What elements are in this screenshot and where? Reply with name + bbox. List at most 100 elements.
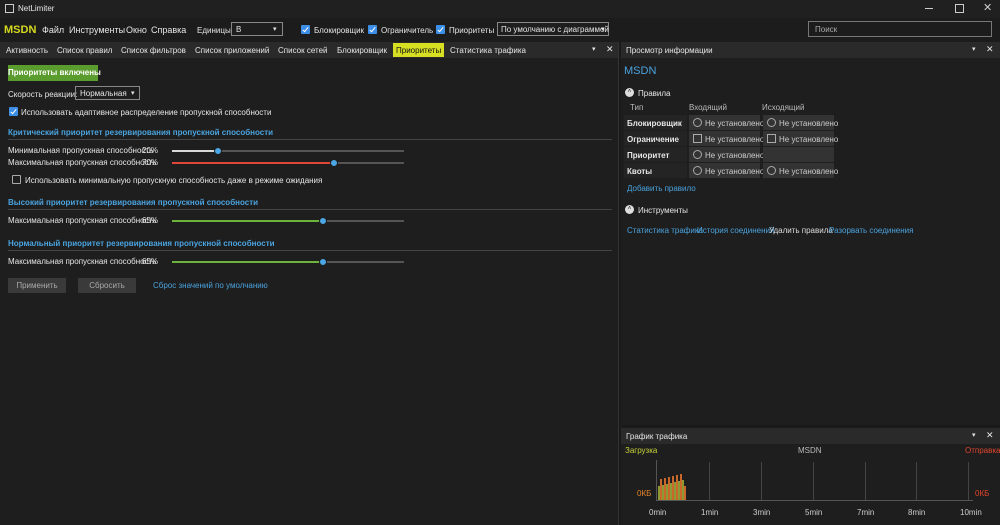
rule-cell-empty (763, 147, 834, 162)
tab[interactable]: Активность (6, 46, 49, 55)
section-heading: Правила (638, 89, 671, 98)
close-button[interactable]: ✕ (983, 2, 993, 14)
reaction-select[interactable]: Нормальная (75, 86, 140, 100)
traffic-spike (682, 480, 684, 500)
group-rule (8, 250, 612, 251)
toggle-checkbox[interactable] (436, 25, 445, 34)
slider-thumb[interactable] (214, 147, 223, 155)
search-box[interactable]: Поиск (808, 21, 992, 37)
tool-link[interactable]: Удалить правила (769, 226, 833, 235)
panel-menu-arrow[interactable]: ▾ (972, 46, 976, 53)
time-label: 7min (857, 508, 875, 517)
right-scale: 0КБ (975, 489, 990, 498)
select-arrow: ▾ (273, 26, 277, 33)
rule-cell[interactable]: Не установлено (689, 147, 764, 162)
upload-label: Отправка (965, 446, 1000, 455)
minimize-button[interactable] (925, 8, 933, 9)
rule-cell[interactable]: Не установлено (763, 115, 838, 130)
units-select[interactable]: B (231, 22, 283, 36)
graph-gridline (968, 462, 969, 500)
rule-cell[interactable]: Не установлено (763, 163, 838, 178)
time-label: 3min (753, 508, 771, 517)
traffic-spike (672, 476, 674, 500)
tab[interactable]: Список приложений (195, 46, 270, 55)
panel-header: Просмотр информации (626, 46, 713, 55)
rule-type: Блокировщик (624, 115, 687, 130)
graph-name: MSDN (798, 446, 822, 455)
right-panel (621, 42, 1000, 425)
enabled-button[interactable]: Приоритеты включены (8, 65, 101, 81)
action-button[interactable]: Применить (8, 278, 66, 293)
tab-close[interactable]: ✕ (606, 44, 614, 54)
traffic-spike (680, 474, 682, 500)
rule-icon (767, 118, 776, 127)
app-icon (5, 4, 14, 13)
tab-menu-arrow[interactable]: ▾ (592, 46, 596, 53)
collapse-icon[interactable]: ˄ (625, 88, 634, 97)
tab[interactable]: Список фильтров (121, 46, 186, 55)
tab[interactable]: Статистика трафика (450, 46, 526, 55)
time-label: 1min (701, 508, 719, 517)
info-title: MSDN (624, 65, 657, 77)
graph-header: График трафика (626, 432, 688, 441)
tool-link[interactable]: История соединений (697, 226, 775, 235)
graph-gridline (709, 462, 710, 500)
rule-icon (767, 134, 776, 143)
traffic-spike (678, 481, 680, 500)
idle-checkbox[interactable] (12, 175, 21, 184)
slider-value: 65% (142, 257, 159, 266)
adaptive-checkbox[interactable] (9, 107, 18, 116)
tab[interactable]: Блокировщик (337, 46, 388, 55)
graph-header-bar (621, 428, 1000, 444)
rule-cell[interactable]: Не установлено (689, 131, 764, 146)
panel-close[interactable]: ✕ (986, 44, 994, 54)
add-rule-link[interactable]: Добавить правило (627, 184, 696, 193)
rule-type: Приоритет (624, 147, 687, 162)
adaptive-label: Использовать адаптивное распределение пр… (21, 108, 272, 117)
slider-fill (172, 162, 335, 164)
view-select[interactable]: По умолчанию с диаграммой (497, 22, 609, 36)
panel-menu-arrow[interactable]: ▾ (972, 432, 976, 439)
group-title: Высокий приоритет резервирования пропуск… (8, 198, 259, 207)
tab[interactable]: Приоритеты (393, 43, 445, 57)
slider-thumb[interactable] (318, 217, 327, 225)
traffic-spike (684, 486, 686, 500)
column-header: Исходящий (762, 103, 805, 112)
toggle-checkbox[interactable] (368, 25, 377, 34)
toggle-label: Ограничитель (381, 26, 434, 35)
menu-item[interactable]: Инструменты (69, 25, 126, 35)
menu-item[interactable]: Справка (151, 25, 187, 35)
rule-cell[interactable]: Не установлено (689, 163, 764, 178)
tool-link[interactable]: Разорвать соединения (829, 226, 914, 235)
time-label: 5min (805, 508, 823, 517)
group-rule (8, 139, 612, 140)
right-panel-header-bar (621, 42, 1000, 58)
time-label: 10min (960, 508, 982, 517)
graph-gridline (813, 462, 814, 500)
action-button[interactable]: Сбросить (78, 278, 136, 293)
collapse-icon[interactable]: ˄ (625, 205, 634, 214)
tab[interactable]: Список правил (57, 46, 113, 55)
rule-icon (693, 150, 702, 159)
traffic-spike (660, 479, 662, 500)
idle-label: Использовать минимальную пропускную спос… (25, 176, 323, 185)
reset-link[interactable]: Сброс значений по умолчанию (153, 281, 268, 290)
menu-item[interactable]: Файл (42, 25, 65, 35)
reaction-label: Скорость реакции: (8, 90, 78, 99)
tool-link[interactable]: Статистика трафика (627, 226, 703, 235)
menu-item[interactable]: Окно (126, 25, 147, 35)
toggle-checkbox[interactable] (301, 25, 310, 34)
rule-cell[interactable]: Не установлено (763, 131, 838, 146)
tab[interactable]: Список сетей (278, 46, 328, 55)
title-bar (0, 0, 1000, 18)
slider-thumb[interactable] (330, 159, 339, 167)
maximize-button[interactable] (955, 4, 964, 13)
group-title: Критический приоритет резервирования про… (8, 128, 274, 137)
slider-thumb[interactable] (318, 258, 327, 266)
column-header: Входящий (689, 103, 727, 112)
rule-cell[interactable]: Не установлено (689, 115, 764, 130)
panel-close[interactable]: ✕ (986, 430, 994, 440)
group-rule (8, 209, 612, 210)
graph-gridline (761, 462, 762, 500)
